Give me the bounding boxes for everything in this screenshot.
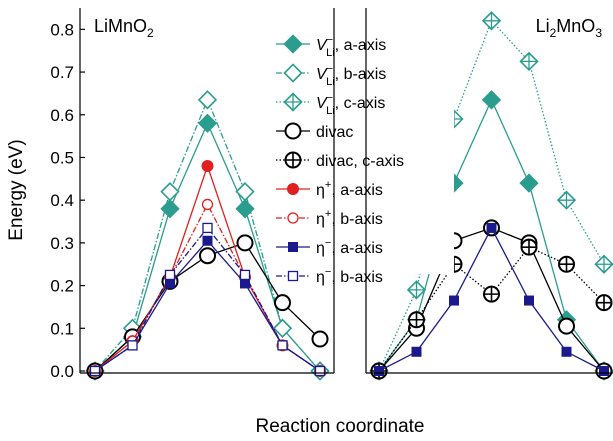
point-dc-3 [483,285,500,303]
point-va-3 [481,90,502,110]
point-vc-3 [481,11,502,31]
legend-item-ea: η+, a-axis [276,179,383,199]
y-tick-label: 0.5 [50,148,74,167]
legend-marker-dc [284,151,302,169]
legend-label-eb: η+, b-axis [316,208,383,228]
legend-marker-dv [284,122,302,140]
point-ma-3 [486,222,497,233]
point-ma-3 [202,235,213,246]
legend-item-eb: η+, b-axis [276,208,383,228]
point-dc-5 [558,255,575,273]
y-tick-label: 0.3 [50,234,74,253]
point-vc-4 [519,51,539,72]
point-mb-6 [314,365,326,377]
legend-marker-ea [287,183,299,195]
point-va-3 [197,113,218,133]
point-dv-6 [311,330,329,348]
panel-limno2 [85,90,330,381]
point-ma-4 [524,295,534,306]
point-dv-3 [199,247,216,265]
legend-label-dv: divac [316,124,353,141]
point-eb-3 [201,198,214,211]
legend-label-vb: V− Li, b-axis [316,63,386,88]
point-ea-3 [201,160,214,173]
point-va-4 [235,199,255,219]
legend-item-ma: η−, a-axis [276,237,383,257]
point-vc-1 [406,280,427,300]
legend-label-ma: η−, a-axis [316,237,383,257]
y-axis-label: Energy (eV) [6,139,27,240]
panel-title-right: Li2MnO3 [536,16,603,40]
point-mb-4 [239,269,251,281]
point-dc-6 [595,294,613,312]
panel-title-left: LiMnO2 [94,16,154,40]
point-dv-4 [236,234,254,252]
y-tick-label: 0.0 [50,362,74,381]
legend-item-vc: V− Li, c-axis [276,92,385,117]
point-vb-2 [160,182,180,202]
legend-marker-va [283,34,303,54]
legend-label-dc: divac, c-axis [316,153,404,170]
point-dv-5 [558,317,575,335]
point-mb-3 [202,222,213,234]
legend-item-mb: η−, b-axis [276,266,383,286]
point-vb-5 [272,318,293,338]
x-axis-label: Reaction coordinate [256,416,425,437]
point-dc-4 [520,238,538,256]
y-tick-label: 0.8 [50,20,74,39]
legend-item-dc: divac, c-axis [276,151,404,170]
y-tick-label: 0.4 [50,191,74,210]
legend-item-va: V− Li, a-axis [276,34,386,59]
legend-label-vc: V− Li, c-axis [316,92,385,117]
point-va-4 [519,173,539,193]
legend-marker-eb [287,212,299,224]
point-vb-4 [235,182,255,202]
point-mb-1 [127,340,138,351]
point-vc-6 [594,254,613,274]
point-vc-5 [556,190,577,210]
legend-item-vb: V− Li, b-axis [276,63,386,88]
point-mb-0 [89,365,101,377]
point-ma-5 [561,346,572,357]
y-tick-label: 0.6 [50,106,74,125]
y-tick-label: 0.7 [50,63,74,82]
point-vb-3 [197,90,218,110]
point-mb-2 [164,269,176,281]
legend: V− Li, a-axis V− Li, b-axis V− Li, c-axis diva… [268,22,454,286]
legend-label-mb: η−, b-axis [316,266,383,286]
legend-marker-vb [283,63,303,83]
y-tick-label: 0.2 [50,277,74,296]
point-ma-6 [599,366,609,376]
point-ma-1 [411,346,422,357]
legend-item-dv: divac [276,122,353,141]
point-mb-5 [277,340,288,351]
legend-label-va: V− Li, a-axis [316,34,386,59]
point-ma-2 [449,295,459,306]
panel-li2mno3 [369,11,613,381]
point-dv-5 [274,294,291,312]
point-dc-1 [408,311,425,329]
y-tick-label: 0.1 [50,319,74,338]
legend-marker-mb [287,270,299,282]
legend-marker-vc [283,92,303,112]
point-ma-4 [240,278,250,289]
legend-label-ea: η+, a-axis [316,179,383,199]
point-va-2 [160,199,180,219]
point-ma-0 [374,366,384,376]
legend-marker-ma [288,242,298,252]
